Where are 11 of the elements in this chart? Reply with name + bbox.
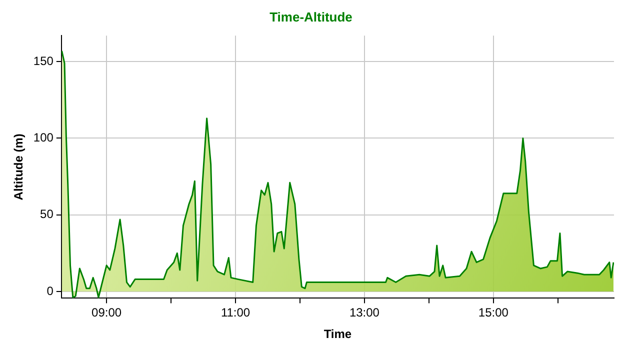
y-tick-label: 100 xyxy=(33,130,54,145)
x-tick-label: 13:00 xyxy=(349,306,380,320)
x-tick-label: 15:00 xyxy=(478,306,509,320)
y-axis-title: Altitude (m) xyxy=(12,134,26,200)
x-tick-label: 11:00 xyxy=(220,306,250,320)
x-axis-title: Time xyxy=(324,327,352,342)
chart-title: Time-Altitude xyxy=(270,9,352,24)
y-tick-label: 0 xyxy=(46,284,54,298)
x-tick-label: 09:00 xyxy=(92,306,122,320)
y-tick-label: 50 xyxy=(40,207,54,222)
y-tick-label: 150 xyxy=(33,54,54,68)
